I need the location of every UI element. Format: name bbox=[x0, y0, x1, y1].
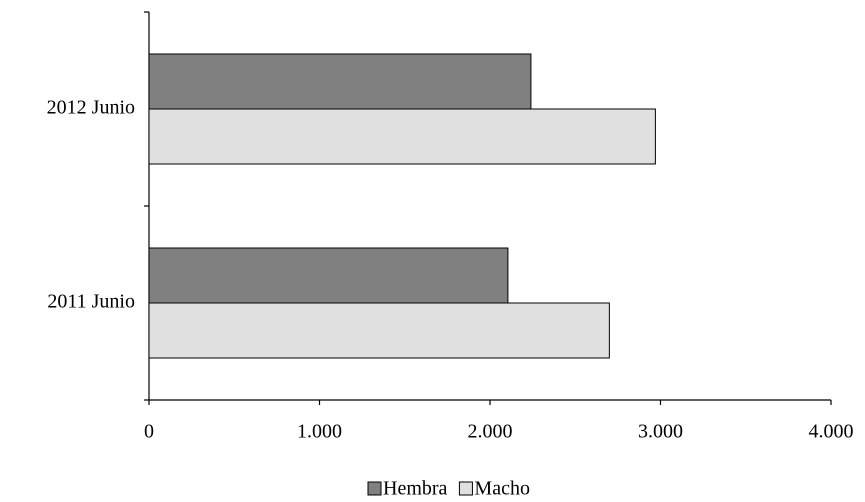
bar bbox=[148, 108, 656, 165]
legend-swatch bbox=[458, 481, 473, 496]
legend: Hembra Macho bbox=[367, 478, 530, 500]
x-tick-label: 4.000 bbox=[809, 421, 854, 443]
x-tick-label: 0 bbox=[144, 421, 154, 443]
x-tick-label: 2.000 bbox=[468, 421, 513, 443]
bar bbox=[148, 302, 610, 359]
x-tick-label: 1.000 bbox=[297, 421, 342, 443]
y-tick-label: 2012 Junio bbox=[47, 97, 135, 119]
bar bbox=[148, 53, 532, 110]
legend-label: Macho bbox=[474, 478, 530, 500]
bar bbox=[148, 247, 509, 304]
y-tick-label: 2011 Junio bbox=[47, 291, 135, 313]
legend-label: Hembra bbox=[383, 478, 448, 500]
x-tick-label: 3.000 bbox=[638, 421, 683, 443]
legend-swatch bbox=[367, 481, 382, 496]
